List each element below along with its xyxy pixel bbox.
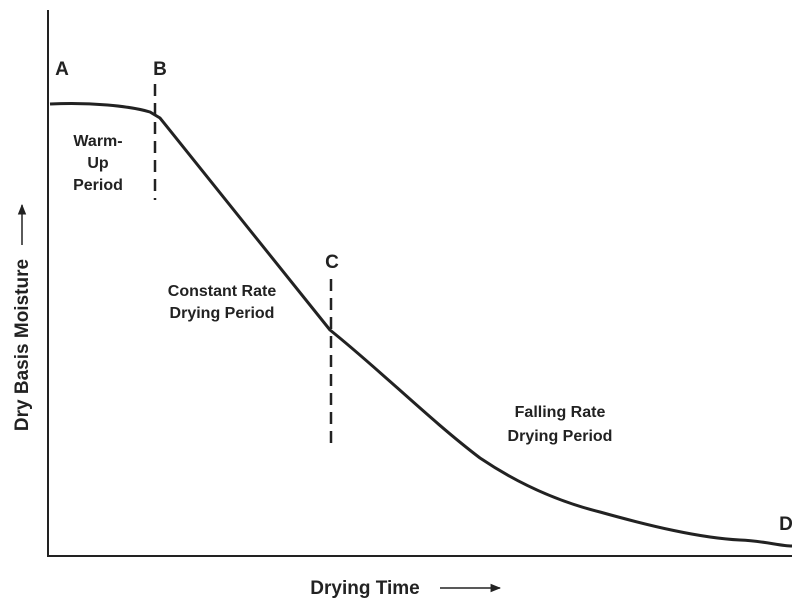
point-label: B [153,59,167,80]
region-label: Period [73,177,123,194]
point-label: A [55,59,69,80]
region-label: Constant Rate [168,283,277,300]
region-label: Drying Period [508,428,613,445]
x-axis-label: Drying Time [310,578,419,599]
point-label: C [325,252,339,273]
region-label: Falling Rate [515,404,606,421]
point-label: D [779,514,792,535]
y-axis-label: Dry Basis Moisture [12,259,33,431]
region-label: Warm- [73,133,122,150]
region-label: Drying Period [170,305,275,322]
drying-curve [49,101,792,548]
region-label: Up [87,155,109,172]
